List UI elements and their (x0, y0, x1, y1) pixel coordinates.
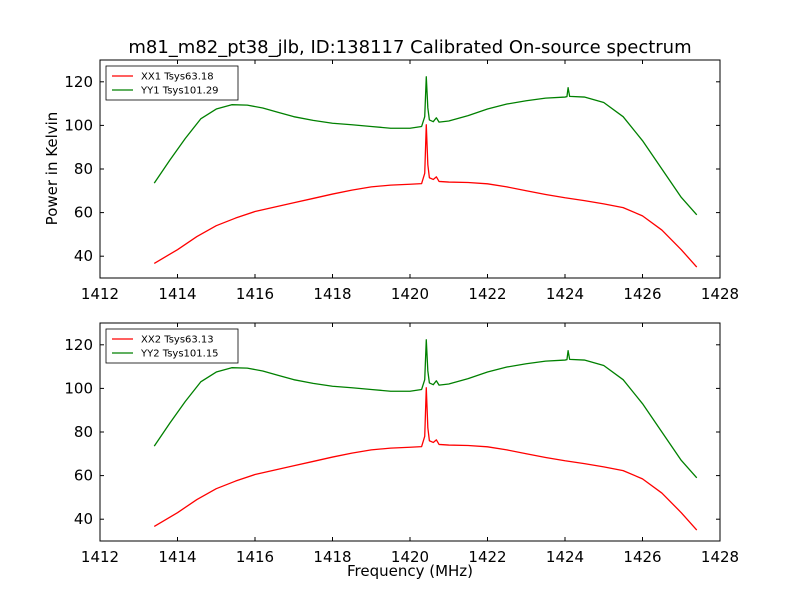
bottom-panel-legend-label-xx: XX2 Tsys63.13 (141, 335, 214, 346)
bottom-panel-x-tick-label: 1426 (623, 548, 661, 566)
top-panel-x-tick-label: 1414 (158, 285, 196, 303)
top-panel-y-tick-label: 80 (74, 160, 93, 178)
top-panel-y-tick-label: 100 (64, 116, 93, 134)
bottom-panel: 1412 1414 1416 1418 1420 1422 1424 1426 1428 40 60… (64, 322, 739, 566)
top-panel-x-tick-label: 1420 (391, 285, 429, 303)
top-panel-legend-box (105, 65, 239, 101)
top-panel-y-tick-label: 120 (64, 73, 93, 91)
chart-title: m81_m82_pt38_jlb, ID:138117 Calibrated O… (128, 37, 691, 58)
top-panel-x-tick-label: 1424 (546, 285, 584, 303)
bottom-panel-x-tick-label: 1420 (391, 548, 429, 566)
top-panel-x-tick-label: 1426 (623, 285, 661, 303)
bottom-panel-x-tick-label: 1418 (313, 548, 351, 566)
top-panel-legend: XX1 Tsys63.18 YY1 Tsys101.29 (105, 65, 239, 101)
top-panel-series-line-xx (153, 124, 698, 268)
bottom-panel-x-tick-label: 1416 (236, 548, 274, 566)
top-panel: 1412 1414 1416 1418 1420 1422 1424 1426 1428 40 60… (64, 59, 739, 303)
top-panel-x-tick-label: 1416 (236, 285, 274, 303)
bottom-panel-x-tick-label: 1412 (81, 548, 119, 566)
bottom-panel-y-tick-label: 120 (64, 336, 93, 354)
top-panel-x-tick-label: 1428 (701, 285, 739, 303)
bottom-panel-x-tick-label: 1428 (701, 548, 739, 566)
top-panel-x-tick-label: 1418 (313, 285, 351, 303)
bottom-panel-y-tick-label: 60 (74, 467, 93, 485)
top-panel-y-tick-label: 40 (74, 247, 93, 265)
top-panel-legend-label-yy: YY1 Tsys101.29 (140, 86, 219, 97)
bottom-panel-legend-label-yy: YY2 Tsys101.15 (140, 349, 219, 360)
bottom-panel-x-tick-label: 1422 (468, 548, 506, 566)
bottom-panel-y-tick-label: 100 (64, 379, 93, 397)
bottom-panel-series-line-yy (153, 339, 698, 479)
top-panel-series-line-yy (153, 76, 698, 216)
bottom-panel-series-line-xx (153, 387, 698, 531)
top-panel-y-axis-label: Power in Kelvin (43, 112, 61, 226)
top-panel-legend-label-xx: XX1 Tsys63.18 (141, 72, 214, 83)
bottom-panel-legend-box (105, 328, 239, 364)
top-panel-x-tick-label: 1412 (81, 285, 119, 303)
top-panel-y-tick-label: 60 (74, 204, 93, 222)
bottom-panel-x-tick-label: 1414 (158, 548, 196, 566)
bottom-panel-x-tick-label: 1424 (546, 548, 584, 566)
x-axis-label: Frequency (MHz) (347, 562, 473, 580)
bottom-panel-y-tick-label: 80 (74, 423, 93, 441)
bottom-panel-legend: XX2 Tsys63.13 YY2 Tsys101.15 (105, 328, 239, 364)
top-panel-x-tick-label: 1422 (468, 285, 506, 303)
bottom-panel-y-tick-label: 40 (74, 510, 93, 528)
